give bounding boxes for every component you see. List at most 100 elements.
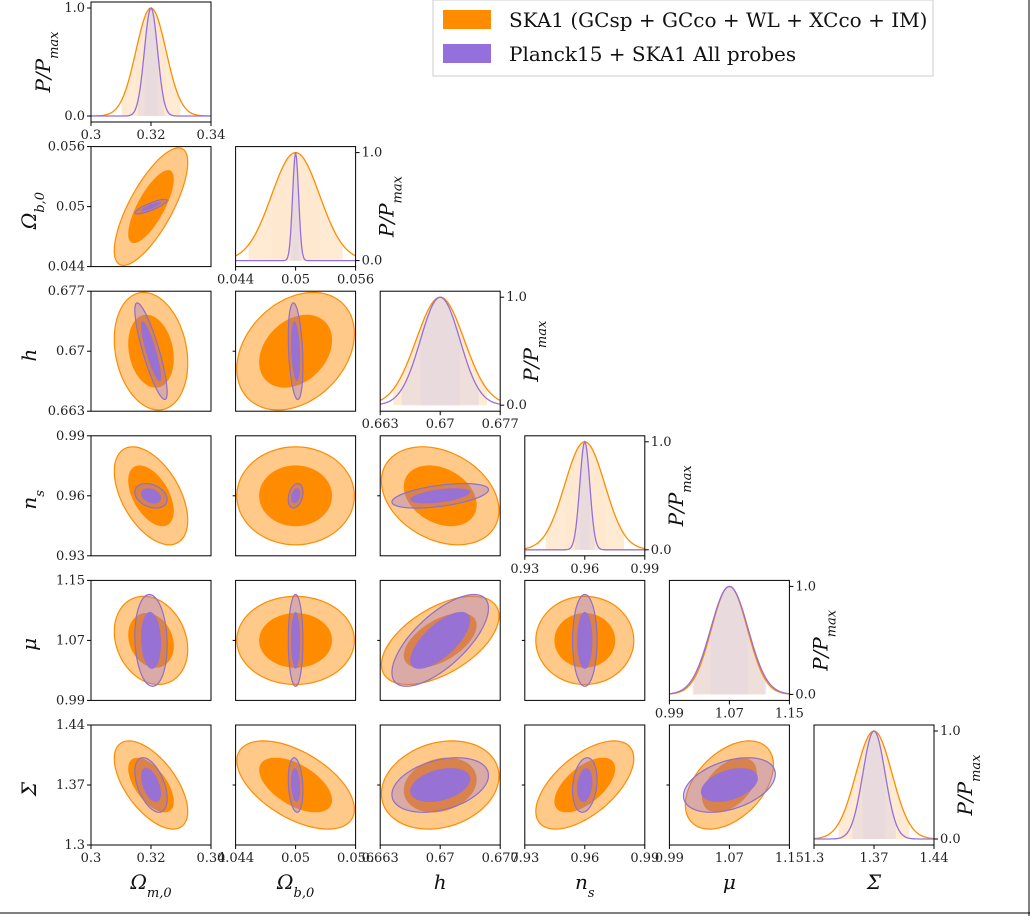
pdf-panel-h (380, 296, 501, 406)
x-tick-label: 0.96 (570, 851, 599, 866)
pdf-tick-label: 0.0 (64, 109, 85, 124)
pdf-tick-label: 1.0 (64, 1, 85, 16)
contour-panel-Sigma-vs-n_s (535, 740, 635, 830)
pdf-panel-Omega_m0 (91, 6, 211, 117)
x-tick-label: 0.3 (81, 128, 102, 143)
pdf-axis-label: P/Pmax (375, 175, 406, 238)
pdf-axis-label-main: P/P (664, 492, 688, 527)
y-tick-label: 1.37 (56, 778, 85, 793)
contour-panel-n_s-vs-h (380, 446, 500, 546)
x-axis-label-n_s-main: n (575, 870, 588, 894)
x-tick-label: 1.15 (775, 706, 804, 721)
planck-68-contour (141, 611, 161, 669)
pdf-axis-label-main: P/P (808, 637, 832, 672)
x-tick-label: 0.93 (510, 562, 539, 577)
pdf-axis-label: P/Pmax (31, 31, 62, 94)
pdf-panel-Sigma (814, 730, 934, 840)
y-tick-label: 0.05 (56, 200, 85, 215)
pdf-tick-label: 0.0 (651, 543, 672, 558)
legend-label-ska1: SKA1 (GCsp + GCco + WL + XCco + IM) (509, 8, 927, 32)
pdf-panel-Omega_b0 (235, 151, 356, 262)
pdf-axis-label: P/Pmax (808, 609, 839, 672)
y-tick-label: 0.93 (56, 549, 85, 564)
x-tick-label: 0.056 (337, 273, 374, 288)
contour-panel-mu-vs-n_s (535, 593, 635, 687)
legend-frame (432, 0, 934, 77)
pdf-axis-label: P/Pmax (664, 465, 695, 528)
y-tick-label: 0.99 (56, 693, 85, 708)
x-tick-label: 1.07 (715, 706, 744, 721)
pdf-tick-label: 0.0 (506, 398, 527, 413)
x-tick-label: 0.32 (137, 128, 166, 143)
pdf-axis-label-main: P/P (953, 781, 977, 816)
planck-68-contour (291, 488, 301, 504)
planck-68-band (144, 8, 158, 116)
y-axis-label-n_s-main: n (17, 497, 41, 510)
contour-panel-Sigma-vs-Omega_m0 (113, 740, 189, 830)
pdf-tick-label: 1.0 (362, 146, 383, 161)
pdf-tick-label: 1.0 (795, 579, 816, 594)
y-axis-label-h: h (17, 349, 41, 362)
planck-68-contour (141, 321, 161, 382)
x-tick-label: 1.07 (715, 851, 744, 866)
pdf-tick-label: 0.0 (362, 254, 383, 269)
y-tick-label: 0.96 (56, 489, 85, 504)
contour-panel-h-vs-Omega_m0 (113, 291, 189, 411)
y-axis-label-h-main: h (17, 349, 41, 362)
x-tick-label: 0.34 (197, 851, 226, 866)
x-tick-label: 0.663 (362, 851, 399, 866)
y-axis-label-n_s-sub: s (33, 490, 48, 497)
x-tick-label: 0.044 (217, 273, 254, 288)
pdf-axis-label-sub: max (390, 175, 405, 203)
pdf-tick-label: 1.0 (940, 724, 961, 739)
planck-68-contour (141, 768, 161, 802)
y-tick-label: 0.67 (56, 344, 85, 359)
pdf-tick-label: 1.0 (506, 290, 527, 305)
x-axis-label-Omega_b0: Ωb,0 (276, 870, 314, 901)
planck-68-contour (577, 768, 593, 802)
pdf-axis-label: P/Pmax (953, 754, 984, 817)
y-tick-label: 1.44 (56, 718, 85, 733)
x-axis-label-h: h (434, 870, 447, 894)
x-tick-label: 0.34 (197, 128, 226, 143)
pdf-tick-label: 0.0 (940, 832, 961, 847)
x-axis-label-Omega_m0-sub: m,0 (147, 886, 172, 901)
planck-pdf-line (814, 730, 934, 840)
contour-panel-Sigma-vs-mu (682, 740, 776, 830)
x-tick-label: 0.05 (281, 851, 310, 866)
planck-68-contour (577, 611, 593, 669)
y-tick-label: 0.056 (48, 140, 85, 155)
pdf-panel-mu (669, 585, 790, 695)
planck-68-band (710, 586, 749, 695)
x-tick-label: 0.67 (426, 417, 455, 432)
x-axis-label-mu-main: μ (723, 870, 736, 894)
x-tick-label: 0.677 (482, 851, 519, 866)
x-axis-label-n_s-sub: s (588, 886, 595, 901)
x-axis-label-h-main: h (434, 870, 447, 894)
planck-pdf-line (91, 6, 211, 117)
x-axis-label-Omega_b0-sub: b,0 (294, 886, 315, 901)
x-tick-label: 0.663 (362, 417, 399, 432)
planck-68-contour (291, 768, 301, 802)
pdf-axis-label: P/Pmax (519, 320, 550, 383)
x-tick-label: 0.056 (337, 851, 374, 866)
x-axis-label-Sigma: Σ (866, 870, 882, 894)
y-axis-label-Sigma-main: Σ (17, 781, 41, 797)
x-axis-label-Omega_b0-main: Ω (276, 870, 294, 894)
planck-68-contour (141, 488, 161, 504)
x-tick-label: 0.99 (655, 851, 684, 866)
pdf-axis-label-sub: max (47, 31, 62, 59)
y-axis-label-mu-main: μ (17, 638, 41, 651)
planck-68-contour (410, 611, 471, 669)
contour-panel-mu-vs-Omega_b0 (236, 593, 356, 687)
planck-68-band (862, 731, 886, 839)
legend-label-planck: Planck15 + SKA1 All probes (509, 42, 796, 66)
y-tick-label: 0.044 (48, 260, 85, 275)
pdf-tick-label: 0.0 (795, 687, 816, 702)
legend-swatch-planck (443, 44, 491, 63)
x-tick-label: 0.67 (426, 851, 455, 866)
y-axis-label-Omega_b0: Ωb,0 (17, 192, 48, 230)
contour-panel-Sigma-vs-Omega_b0 (236, 740, 356, 830)
planck-68-contour (410, 488, 471, 504)
planck-68-band (579, 441, 590, 550)
